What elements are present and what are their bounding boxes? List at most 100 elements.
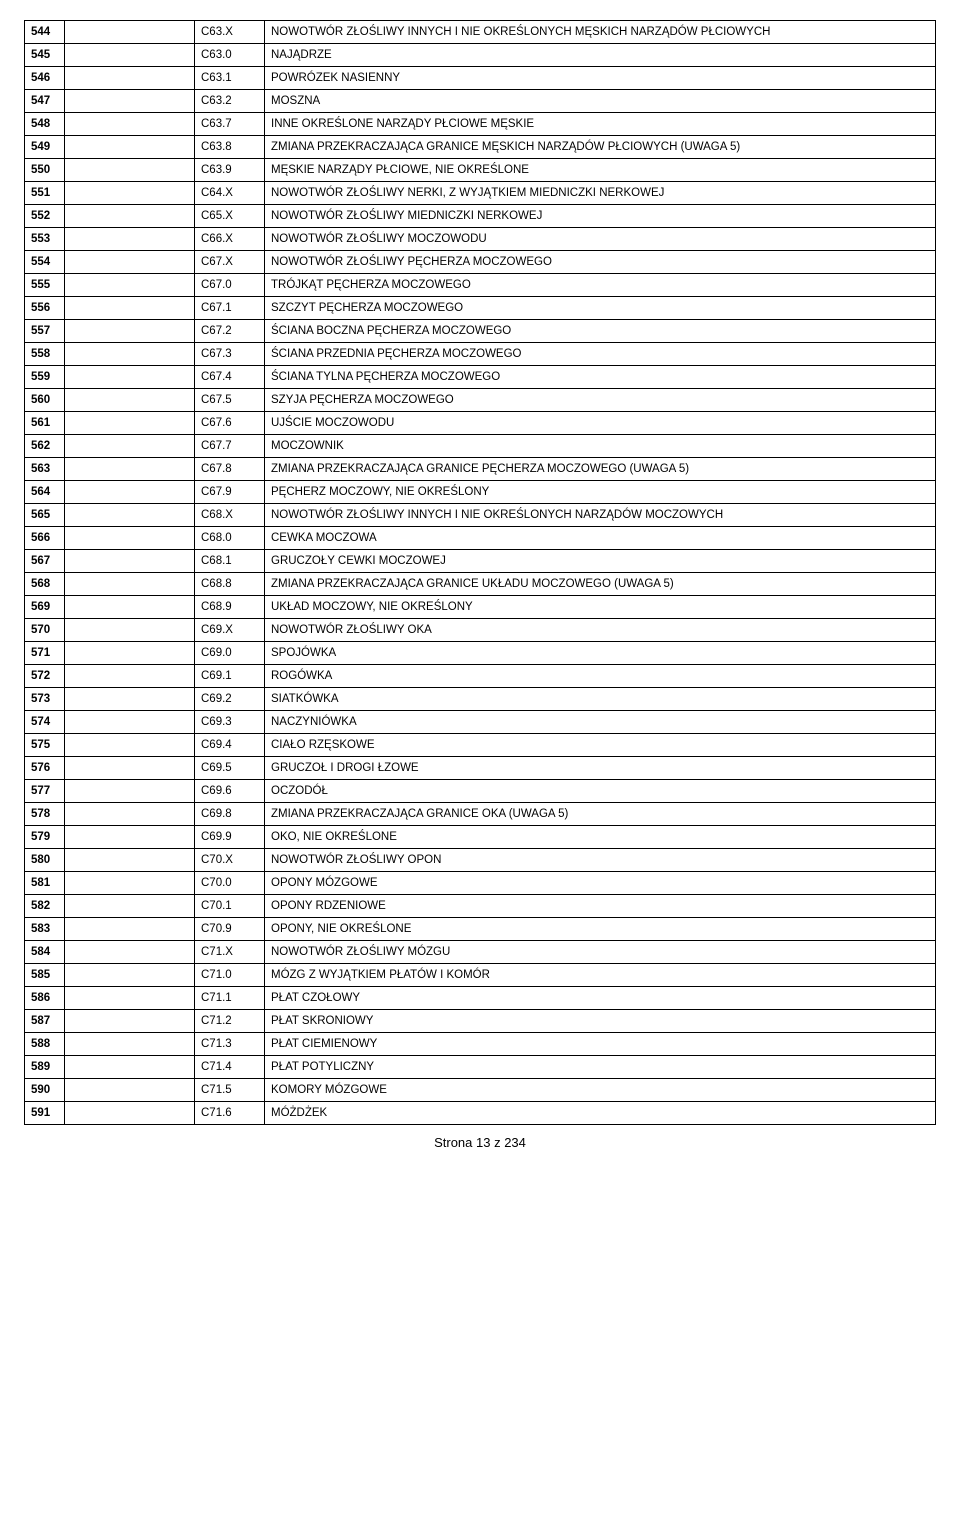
row-number: 590 xyxy=(25,1079,65,1102)
icd-code: C69.9 xyxy=(195,826,265,849)
icd-code: C65.X xyxy=(195,205,265,228)
description: ŚCIANA PRZEDNIA PĘCHERZA MOCZOWEGO xyxy=(265,343,936,366)
empty-cell xyxy=(65,527,195,550)
icd-code: C67.1 xyxy=(195,297,265,320)
description: NOWOTWÓR ZŁOŚLIWY PĘCHERZA MOCZOWEGO xyxy=(265,251,936,274)
empty-cell xyxy=(65,688,195,711)
empty-cell xyxy=(65,67,195,90)
code-table: 544C63.XNOWOTWÓR ZŁOŚLIWY INNYCH I NIE O… xyxy=(24,20,936,1125)
empty-cell xyxy=(65,251,195,274)
description: NOWOTWÓR ZŁOŚLIWY OKA xyxy=(265,619,936,642)
empty-cell xyxy=(65,366,195,389)
description: INNE OKREŚLONE NARZĄDY PŁCIOWE MĘSKIE xyxy=(265,113,936,136)
row-number: 575 xyxy=(25,734,65,757)
description: NOWOTWÓR ZŁOŚLIWY MOCZOWODU xyxy=(265,228,936,251)
empty-cell xyxy=(65,918,195,941)
empty-cell xyxy=(65,228,195,251)
row-number: 557 xyxy=(25,320,65,343)
row-number: 549 xyxy=(25,136,65,159)
row-number: 579 xyxy=(25,826,65,849)
description: MÓZG Z WYJĄTKIEM PŁATÓW I KOMÓR xyxy=(265,964,936,987)
table-row: 576C69.5GRUCZOŁ I DROGI ŁZOWE xyxy=(25,757,936,780)
empty-cell xyxy=(65,1033,195,1056)
empty-cell xyxy=(65,596,195,619)
row-number: 567 xyxy=(25,550,65,573)
row-number: 566 xyxy=(25,527,65,550)
empty-cell xyxy=(65,1079,195,1102)
description: GRUCZOŁY CEWKI MOCZOWEJ xyxy=(265,550,936,573)
table-row: 568C68.8ZMIANA PRZEKRACZAJĄCA GRANICE UK… xyxy=(25,573,936,596)
table-row: 581C70.0OPONY MÓZGOWE xyxy=(25,872,936,895)
icd-code: C67.6 xyxy=(195,412,265,435)
empty-cell xyxy=(65,780,195,803)
empty-cell xyxy=(65,941,195,964)
row-number: 576 xyxy=(25,757,65,780)
table-row: 583C70.9OPONY, NIE OKREŚLONE xyxy=(25,918,936,941)
description: PŁAT POTYLICZNY xyxy=(265,1056,936,1079)
description: UKŁAD MOCZOWY, NIE OKREŚLONY xyxy=(265,596,936,619)
empty-cell xyxy=(65,205,195,228)
icd-code: C68.8 xyxy=(195,573,265,596)
empty-cell xyxy=(65,734,195,757)
empty-cell xyxy=(65,274,195,297)
table-row: 577C69.6OCZODÓŁ xyxy=(25,780,936,803)
row-number: 584 xyxy=(25,941,65,964)
description: UJŚCIE MOCZOWODU xyxy=(265,412,936,435)
icd-code: C71.6 xyxy=(195,1102,265,1125)
empty-cell xyxy=(65,412,195,435)
table-row: 589C71.4PŁAT POTYLICZNY xyxy=(25,1056,936,1079)
description: NOWOTWÓR ZŁOŚLIWY OPON xyxy=(265,849,936,872)
icd-code: C71.0 xyxy=(195,964,265,987)
icd-code: C71.X xyxy=(195,941,265,964)
table-row: 586C71.1PŁAT CZOŁOWY xyxy=(25,987,936,1010)
icd-code: C69.2 xyxy=(195,688,265,711)
empty-cell xyxy=(65,987,195,1010)
empty-cell xyxy=(65,573,195,596)
table-row: 564C67.9PĘCHERZ MOCZOWY, NIE OKREŚLONY xyxy=(25,481,936,504)
table-row: 551C64.XNOWOTWÓR ZŁOŚLIWY NERKI, Z WYJĄT… xyxy=(25,182,936,205)
icd-code: C69.1 xyxy=(195,665,265,688)
icd-code: C63.0 xyxy=(195,44,265,67)
empty-cell xyxy=(65,872,195,895)
table-row: 548C63.7INNE OKREŚLONE NARZĄDY PŁCIOWE M… xyxy=(25,113,936,136)
row-number: 545 xyxy=(25,44,65,67)
row-number: 585 xyxy=(25,964,65,987)
empty-cell xyxy=(65,297,195,320)
icd-code: C70.9 xyxy=(195,918,265,941)
row-number: 559 xyxy=(25,366,65,389)
row-number: 580 xyxy=(25,849,65,872)
table-row: 574C69.3NACZYNIÓWKA xyxy=(25,711,936,734)
description: OPONY MÓZGOWE xyxy=(265,872,936,895)
empty-cell xyxy=(65,642,195,665)
description: NAJĄDRZE xyxy=(265,44,936,67)
table-row: 544C63.XNOWOTWÓR ZŁOŚLIWY INNYCH I NIE O… xyxy=(25,21,936,44)
row-number: 588 xyxy=(25,1033,65,1056)
empty-cell xyxy=(65,665,195,688)
row-number: 544 xyxy=(25,21,65,44)
empty-cell xyxy=(65,1056,195,1079)
icd-code: C69.4 xyxy=(195,734,265,757)
table-row: 591C71.6MÓŻDŻEK xyxy=(25,1102,936,1125)
empty-cell xyxy=(65,619,195,642)
row-number: 586 xyxy=(25,987,65,1010)
icd-code: C69.5 xyxy=(195,757,265,780)
description: KOMORY MÓZGOWE xyxy=(265,1079,936,1102)
icd-code: C68.0 xyxy=(195,527,265,550)
empty-cell xyxy=(65,458,195,481)
icd-code: C70.X xyxy=(195,849,265,872)
table-row: 562C67.7MOCZOWNIK xyxy=(25,435,936,458)
table-row: 571C69.0SPOJÓWKA xyxy=(25,642,936,665)
row-number: 574 xyxy=(25,711,65,734)
description: PŁAT SKRONIOWY xyxy=(265,1010,936,1033)
row-number: 571 xyxy=(25,642,65,665)
table-row: 578C69.8ZMIANA PRZEKRACZAJĄCA GRANICE OK… xyxy=(25,803,936,826)
empty-cell xyxy=(65,803,195,826)
empty-cell xyxy=(65,90,195,113)
table-row: 570C69.XNOWOTWÓR ZŁOŚLIWY OKA xyxy=(25,619,936,642)
description: NOWOTWÓR ZŁOŚLIWY MÓZGU xyxy=(265,941,936,964)
icd-code: C68.1 xyxy=(195,550,265,573)
page-footer: Strona 13 z 234 xyxy=(24,1135,936,1150)
icd-code: C67.X xyxy=(195,251,265,274)
table-row: 555C67.0TRÓJKĄT PĘCHERZA MOCZOWEGO xyxy=(25,274,936,297)
icd-code: C63.7 xyxy=(195,113,265,136)
